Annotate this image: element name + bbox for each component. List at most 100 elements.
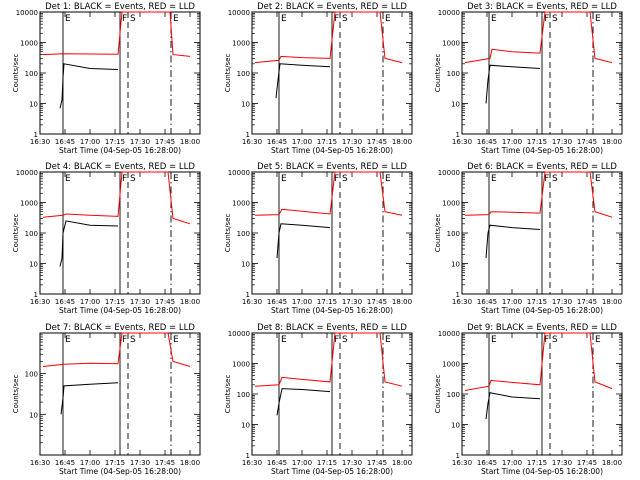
y-axis-label: Counts/sec <box>12 375 20 414</box>
marker-label: S <box>342 335 348 345</box>
chart-title: Det 9: BLACK = Events, RED = LLD <box>467 323 617 333</box>
x-tick-label: 17:15 <box>317 298 337 306</box>
y-tick-label: 10 <box>241 422 250 430</box>
marker-label: E <box>385 14 391 24</box>
y-axis-label: Counts/sec <box>434 375 442 414</box>
marker-label: F <box>334 14 339 24</box>
marker-label: F <box>544 174 549 184</box>
x-tick-label: 18:00 <box>180 459 200 467</box>
series-line-events <box>59 220 119 267</box>
y-tick-label: 100 <box>25 371 38 379</box>
y-tick-label: 10 <box>29 411 38 419</box>
x-tick-label: 16:45 <box>55 138 75 146</box>
y-tick-label: 100 <box>237 391 250 399</box>
marker-label: S <box>130 14 136 24</box>
marker-label: F <box>334 174 339 184</box>
marker-label: E <box>491 335 497 345</box>
y-tick-label: 10000 <box>228 330 250 338</box>
marker-label: S <box>130 335 136 345</box>
chart-title: Det 4: BLACK = Events, RED = LLD <box>45 162 195 172</box>
y-axis-label: Counts/sec <box>12 54 20 93</box>
chart-panel-6: Det 6: BLACK = Events, RED = LLD 1 10 100 10… <box>434 162 623 315</box>
chart-title: Det 1: BLACK = Events, RED = LLD <box>45 2 195 12</box>
y-tick-label: 1 <box>456 131 460 139</box>
x-tick-label: 17:15 <box>317 138 337 146</box>
chart-panel-9: Det 9: BLACK = Events, RED = LLD 1 10 100 10… <box>434 323 623 476</box>
series-line-events <box>59 63 119 109</box>
chart-panel-4: Det 4: BLACK = Events, RED = LLD 1 10 100 10… <box>12 162 201 315</box>
marker-label: E <box>595 14 601 24</box>
y-tick-label: 10000 <box>16 9 38 17</box>
x-tick-label: 16:30 <box>242 459 262 467</box>
series-line-lld <box>254 11 403 64</box>
y-tick-label: 10 <box>241 261 250 269</box>
chart-title: Det 8: BLACK = Events, RED = LLD <box>257 323 407 333</box>
marker-label: E <box>65 335 71 345</box>
chart-title: Det 6: BLACK = Events, RED = LLD <box>467 162 617 172</box>
x-tick-label: 17:30 <box>130 459 150 467</box>
marker-label: E <box>65 174 71 184</box>
x-tick-label: 17:15 <box>105 298 125 306</box>
y-tick-label: 1000 <box>442 200 460 208</box>
chart-title: Det 2: BLACK = Events, RED = LLD <box>257 2 407 12</box>
x-tick-label: 17:15 <box>527 138 547 146</box>
marker-label: F <box>544 14 549 24</box>
x-tick-label: 17:45 <box>577 138 597 146</box>
x-tick-label: 17:15 <box>105 459 125 467</box>
y-tick-label: 1 <box>34 131 38 139</box>
series-line-events <box>276 388 331 416</box>
x-tick-label: 17:30 <box>552 298 572 306</box>
y-tick-label: 100 <box>447 391 460 399</box>
y-tick-label: 10 <box>241 101 250 109</box>
x-tick-label: 17:00 <box>502 459 522 467</box>
y-tick-label: 100 <box>237 70 250 78</box>
chart-panel-7: Det 7: BLACK = Events, RED = LLD 10 100 16:… <box>12 323 201 476</box>
x-tick-label: 17:45 <box>155 138 175 146</box>
marker-label: E <box>491 14 497 24</box>
y-tick-label: 100 <box>237 230 250 238</box>
x-tick-label: 16:45 <box>267 298 287 306</box>
x-tick-label: 16:30 <box>452 138 472 146</box>
x-tick-label: 18:00 <box>392 459 412 467</box>
y-tick-label: 1 <box>456 452 460 460</box>
y-tick-label: 1000 <box>442 361 460 369</box>
y-tick-label: 10000 <box>438 169 460 177</box>
x-tick-label: 17:15 <box>317 459 337 467</box>
x-axis-label: Start Time (04-Sep-05 16:28:00) <box>59 146 181 155</box>
x-tick-label: 17:45 <box>367 138 387 146</box>
series-line-lld <box>254 332 403 387</box>
x-tick-label: 17:45 <box>577 298 597 306</box>
x-tick-label: 16:30 <box>30 459 50 467</box>
x-tick-label: 16:30 <box>242 138 262 146</box>
x-tick-label: 18:00 <box>602 459 622 467</box>
x-tick-label: 17:45 <box>367 298 387 306</box>
marker-label: E <box>281 174 287 184</box>
x-tick-label: 17:45 <box>155 298 175 306</box>
y-tick-label: 1 <box>246 452 250 460</box>
y-tick-label: 10000 <box>438 330 460 338</box>
x-tick-label: 17:45 <box>155 459 175 467</box>
x-tick-label: 17:30 <box>130 138 150 146</box>
chart-title: Det 5: BLACK = Events, RED = LLD <box>257 162 407 172</box>
y-axis-label: Counts/sec <box>224 214 232 253</box>
series-line-events <box>485 224 541 259</box>
x-tick-label: 17:30 <box>552 459 572 467</box>
x-tick-label: 18:00 <box>392 138 412 146</box>
x-tick-label: 16:30 <box>30 298 50 306</box>
x-tick-label: 18:00 <box>180 298 200 306</box>
x-tick-label: 16:30 <box>452 459 472 467</box>
y-tick-label: 1 <box>246 291 250 299</box>
x-tick-label: 17:15 <box>527 459 547 467</box>
x-tick-label: 17:00 <box>292 459 312 467</box>
x-tick-label: 16:45 <box>267 459 287 467</box>
series-line-lld <box>464 171 613 218</box>
marker-label: E <box>385 335 391 345</box>
chart-panel-8: Det 8: BLACK = Events, RED = LLD 1 10 100 10… <box>224 323 413 476</box>
x-tick-label: 17:15 <box>105 138 125 146</box>
x-tick-label: 17:00 <box>80 138 100 146</box>
chart-title: Det 3: BLACK = Events, RED = LLD <box>467 2 617 12</box>
x-tick-label: 16:45 <box>55 298 75 306</box>
y-tick-label: 1000 <box>232 200 250 208</box>
x-tick-label: 17:30 <box>342 138 362 146</box>
chart-title: Det 7: BLACK = Events, RED = LLD <box>45 323 195 333</box>
